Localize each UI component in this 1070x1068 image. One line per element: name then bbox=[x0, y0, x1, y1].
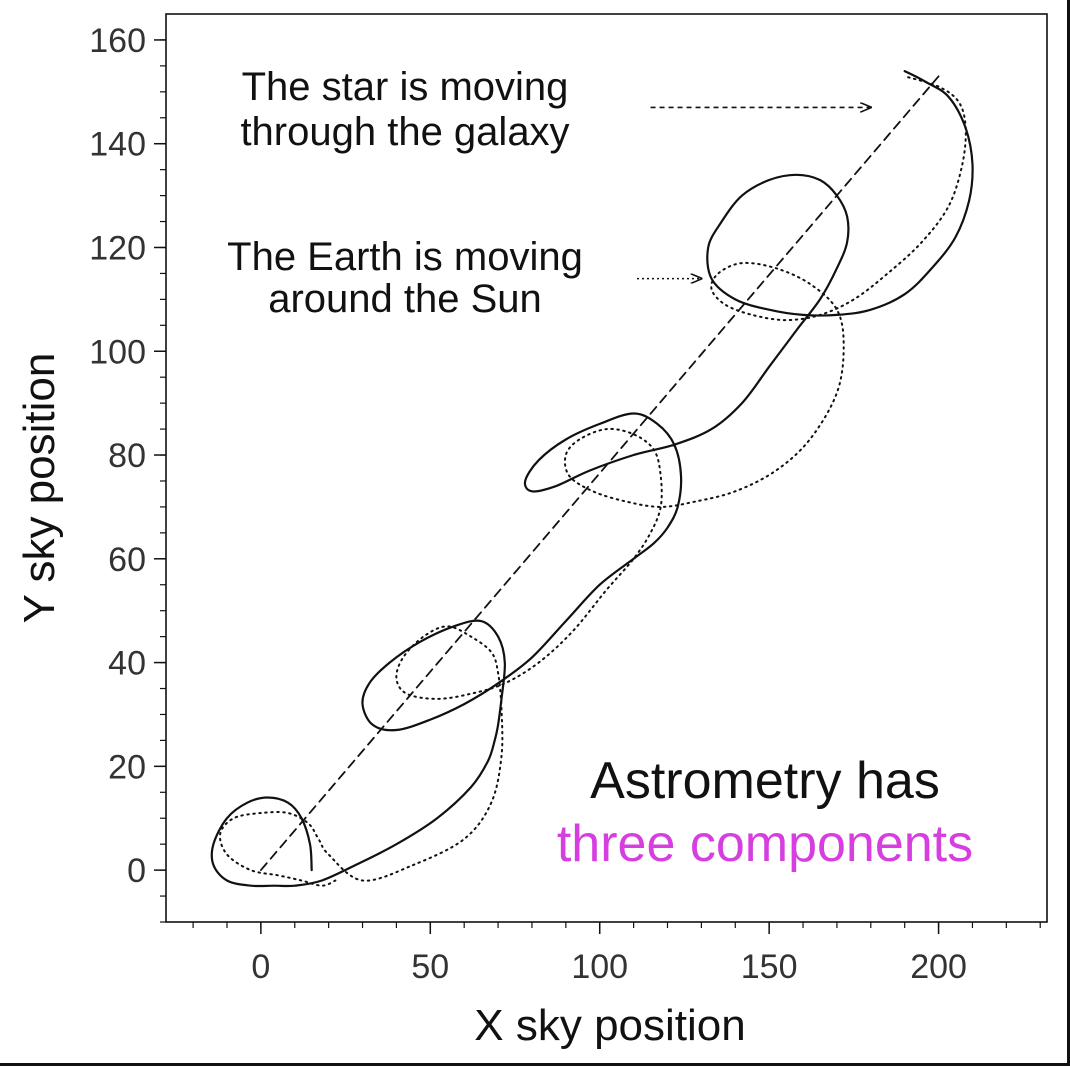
y-tick-label: 0 bbox=[127, 852, 146, 890]
x-axis-ticks: 0 50 100 150 200 bbox=[251, 922, 967, 986]
x-tick-label: 200 bbox=[910, 948, 967, 986]
y-tick-label: 60 bbox=[108, 541, 146, 579]
annotation-text: The Earth is moving bbox=[227, 235, 583, 279]
series-line-dotted bbox=[218, 75, 967, 887]
x-axis-label: X sky position bbox=[474, 1001, 745, 1050]
headline-line-2: three components bbox=[557, 815, 973, 873]
y-minor-ticks bbox=[160, 39, 166, 923]
y-tick-label: 100 bbox=[89, 333, 146, 371]
annotation-text: through the galaxy bbox=[240, 110, 569, 154]
y-tick-label: 120 bbox=[89, 229, 146, 267]
annotation-text: around the Sun bbox=[268, 277, 542, 321]
headline-line-1: Astrometry has bbox=[590, 752, 940, 810]
y-axis-label: Y sky position bbox=[15, 353, 64, 624]
annotation-text: The star is moving bbox=[242, 65, 569, 109]
x-tick-label: 100 bbox=[571, 948, 628, 986]
y-axis-ticks: 0 20 40 60 80 100 120 140 160 bbox=[89, 22, 166, 890]
x-tick-label: 50 bbox=[411, 948, 449, 986]
y-tick-label: 140 bbox=[89, 126, 146, 164]
series-layer bbox=[210, 70, 974, 888]
y-tick-label: 80 bbox=[108, 437, 146, 475]
y-tick-label: 160 bbox=[89, 22, 146, 60]
series-line-dashed bbox=[260, 75, 940, 871]
x-tick-label: 150 bbox=[741, 948, 798, 986]
x-tick-label: 0 bbox=[251, 948, 270, 986]
x-minor-ticks bbox=[192, 922, 1041, 928]
series-line-solid bbox=[210, 70, 974, 888]
y-tick-label: 20 bbox=[108, 748, 146, 786]
y-tick-label: 40 bbox=[108, 645, 146, 683]
plot-frame bbox=[165, 13, 1048, 923]
